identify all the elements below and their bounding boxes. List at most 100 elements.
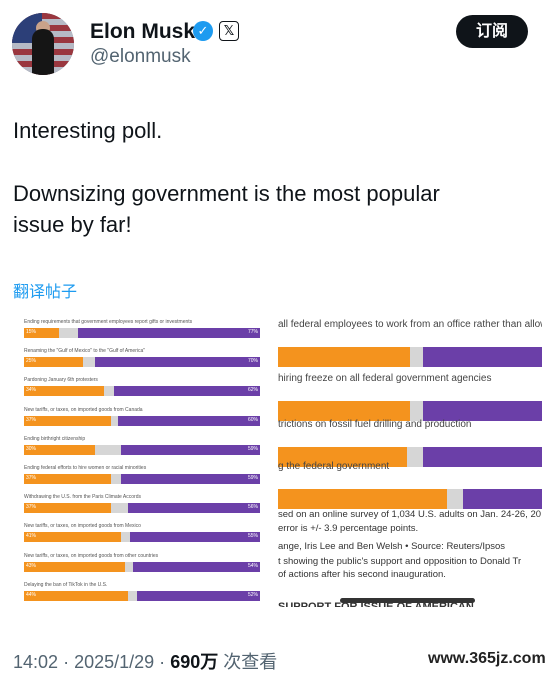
author-name[interactable]: Elon Musk [90,20,196,43]
post-date: 2025/1/29 [74,652,155,672]
oppose-percent-label: 59% [247,445,258,452]
support-percent-label: 41% [26,533,37,540]
poll-bar-neutral-segment [407,447,424,467]
avatar[interactable] [12,13,74,75]
poll-bar-neutral-segment [125,561,133,572]
poll-bar: 37% 60% [24,415,260,426]
verified-badge-icon: ✓ [193,21,213,41]
oppose-percent-label: 60% [247,416,258,423]
poll-bar: 37% 59% [24,474,260,484]
poll-bar-neutral-segment [94,444,121,455]
poll-bar: 43% 54% [24,561,260,572]
translate-post-link[interactable]: 翻译帖子 [13,284,78,301]
poll-bar [278,401,542,421]
post-text-line: issue by far! [13,212,132,237]
poll-bar-oppose-segment: 60% [118,415,260,426]
poll-bar-oppose-segment: 56% [127,503,260,514]
poll-bar-neutral-segment [111,415,119,426]
poll-bar-support-segment: 41% [24,532,121,543]
poll-question: g the federal government [278,461,390,472]
author-handle[interactable]: @elonmusk [90,46,191,67]
poll-bar-support-segment: 15% [24,328,60,338]
poll-bar-oppose-segment [423,401,542,421]
poll-bar-oppose-segment [462,489,542,509]
poll-chart-left[interactable]: Ending requirements that government empl… [22,313,262,608]
poll-question: New tariffs, or taxes, on imported goods… [24,406,143,413]
watermark: www.365jz.com [428,650,546,667]
support-percent-label: 37% [26,504,37,511]
poll-bar-support-segment: 37% [24,474,112,484]
chart-footnote: ange, Iris Lee and Ben Welsh • Source: R… [278,541,506,552]
poll-bar-support-segment: 43% [24,561,126,572]
poll-bar [278,447,542,467]
poll-bar-neutral-segment [104,386,114,397]
oppose-percent-label: 56% [247,504,258,511]
poll-question: Pardoning January 6th protesters [24,377,98,384]
poll-bar: 30% 59% [24,444,260,455]
support-percent-label: 25% [26,358,37,365]
poll-question: New tariffs, or taxes, on imported goods… [24,523,141,530]
poll-bar-support-segment [278,489,447,509]
poll-bar-support-segment: 37% [24,503,112,514]
view-count: 690万 [170,652,219,672]
poll-chart-right[interactable]: all federal employees to work from an of… [272,313,542,607]
poll-question: hiring freeze on all federal government … [278,373,492,384]
support-percent-label: 37% [26,416,37,423]
oppose-percent-label: 54% [247,562,258,569]
poll-bar-support-segment [278,347,410,367]
poll-question: Renaming the "Gulf of Mexico" to the "Gu… [24,348,146,355]
oppose-percent-label: 77% [247,329,258,335]
post-meta: 14:02 · 2025/1/29 · 690万 次查看 [13,648,277,674]
subscribe-button[interactable]: 订阅 [456,15,528,48]
post-text-line: Downsizing government is the most popula… [13,181,440,206]
poll-question: Withdrawing the U.S. from the Paris Clim… [24,494,141,501]
poll-bar-support-segment [278,447,408,467]
avatar-figure [32,29,54,75]
support-percent-label: 44% [26,591,37,598]
oppose-percent-label: 52% [247,591,258,598]
poll-bar-oppose-segment: 54% [132,561,260,572]
poll-bar-oppose-segment: 52% [137,590,260,601]
poll-question: Ending requirements that government empl… [24,319,193,325]
poll-bar-support-segment: 30% [24,444,95,455]
poll-bar-support-segment: 25% [24,357,83,368]
poll-question: all federal employees to work from an of… [278,319,542,330]
poll-question: Ending federal efforts to hire women or … [24,465,147,471]
poll-bar-support-segment [278,401,410,421]
support-percent-label: 15% [26,329,37,335]
poll-bar: 25% 70% [24,357,260,368]
support-percent-label: 34% [26,387,37,394]
poll-bar-neutral-segment [120,532,131,543]
poll-bar: 44% 52% [24,590,260,601]
poll-bar-oppose-segment: 70% [94,357,260,368]
oppose-percent-label: 59% [247,475,258,481]
poll-bar-neutral-segment [59,328,79,338]
poll-bar-oppose-segment [423,347,542,367]
poll-bar-neutral-segment [410,347,424,367]
chart-footnote: sed on an online survey of 1,034 U.S. ad… [278,509,542,520]
chart-footnote: SUPPORT FOR ISSUE OF AMERICAN [278,601,474,607]
poll-bar-neutral-segment [111,474,121,484]
oppose-percent-label: 62% [247,387,258,394]
poll-bar-oppose-segment: 59% [120,474,260,484]
poll-bar-oppose-segment [423,447,542,467]
poll-bar [278,347,542,367]
support-percent-label: 43% [26,562,37,569]
poll-bar: 15% 77% [24,328,260,338]
meta-separator: · [159,652,166,672]
poll-question: trictions on fossil fuel drilling and pr… [278,419,472,430]
poll-bar: 41% 55% [24,532,260,543]
poll-question: New tariffs, or taxes, on imported goods… [24,552,159,559]
poll-bar-neutral-segment [127,590,138,601]
poll-bar-neutral-segment [111,503,128,514]
post-time: 14:02 [13,652,59,672]
x-logo-icon: 𝕏 [219,21,239,41]
oppose-percent-label: 70% [247,358,258,365]
image-scroll-indicator [340,598,475,603]
support-percent-label: 37% [26,475,37,481]
poll-bar-neutral-segment [83,357,95,368]
poll-bar-oppose-segment: 59% [120,444,260,455]
oppose-percent-label: 55% [247,533,258,540]
chart-footnote: of actions after his second inauguration… [278,569,446,580]
poll-bar-support-segment: 34% [24,386,105,397]
